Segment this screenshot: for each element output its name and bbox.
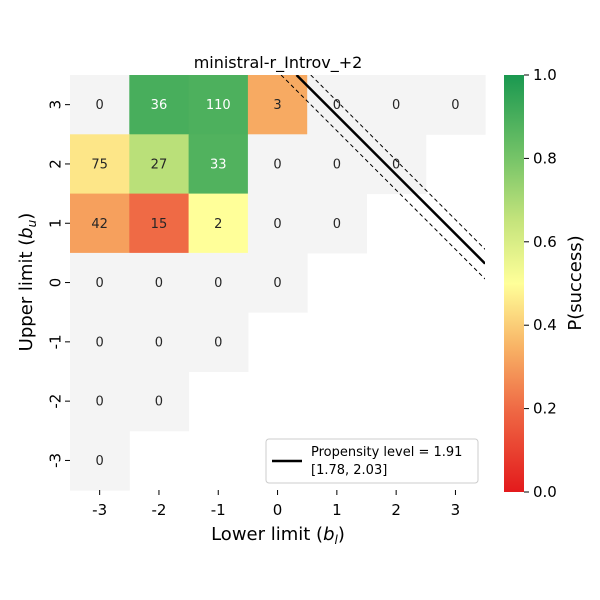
cell-count-label: 0 [273,157,281,172]
cell-count-label: 0 [333,98,341,113]
colorbar-tick-label: 0.4 [533,316,557,334]
x-tick-label: 3 [451,501,461,519]
heatmap-cell [247,193,308,254]
cell-count-label: 0 [96,454,104,469]
cell-count-label: 27 [151,157,168,172]
cell-count-label: 2 [214,217,222,232]
heatmap-cell [129,193,190,254]
x-tick-labels: -3 -2 -1 0 1 2 3 [92,490,460,519]
cell-count-label: 42 [91,217,108,232]
legend-box [265,438,479,484]
cell-count-label: 110 [206,98,231,113]
heatmap-cell [247,75,308,135]
cell-count-label: 0 [155,395,163,410]
y-tick-label: -1 [47,334,65,349]
heatmap-cell [425,75,486,135]
legend: Propensity level = 1.91 [1.78, 2.03] [265,438,479,484]
propensity-line [295,75,485,265]
heatmap-cell [129,252,190,313]
cell-count-label: 0 [392,157,400,172]
cell-count-label: 0 [333,217,341,232]
heatmap-cell [70,252,130,313]
heatmap-cell [307,193,367,254]
y-tick-label: -2 [47,394,65,409]
cell-count-label: 36 [151,98,168,113]
heatmap-cell [129,312,190,372]
x-tick-label: 0 [273,501,283,519]
heatmap-cell [70,193,130,254]
heatmap-cell [188,312,249,372]
heatmap-cell [70,75,130,135]
y-tick-labels: 3 2 1 0 -1 -2 -3 [47,100,70,468]
heatmap-cell [129,75,190,135]
y-tick-label: 2 [47,159,65,169]
y-axis-label: Upper limit (bu) [16,213,39,352]
cell-count-label: 0 [333,157,341,172]
y-tick-label: 3 [47,100,65,110]
heatmap-cell [70,430,130,491]
heatmap-cell [307,75,367,135]
cell-count-label: 0 [214,276,222,291]
cell-count-label: 0 [155,276,163,291]
cell-count-label: 15 [151,217,168,232]
x-tick-label: -2 [151,501,166,519]
x-tick-label: 2 [391,501,401,519]
cell-count-label: 0 [155,335,163,350]
heatmap-cell [188,193,249,254]
x-axis-label: Lower limit (bl) [211,524,345,547]
heatmap-cell [366,75,427,135]
cell-count-label: 0 [273,276,281,291]
legend-label: Propensity level = 1.91 [311,445,462,460]
y-tick-label: 1 [47,218,65,228]
x-tick-label: -1 [211,501,226,519]
heatmap-cell [188,134,249,195]
cell-count-label: 0 [392,98,400,113]
heatmap-cell [70,371,130,432]
cell-count-label: 0 [273,217,281,232]
propensity-ci-upper-line [310,75,485,250]
colorbar-ticks: 0.0 0.2 0.4 0.6 0.8 1.0 [524,66,557,501]
heatmap-cell [129,371,190,432]
x-tick-label: 1 [332,501,342,519]
colorbar [504,75,524,492]
heatmap-cell [366,134,427,195]
heatmap-cell [70,312,130,372]
cell-count-label: 0 [96,335,104,350]
heatmap-cell [247,134,308,195]
cell-count-label: 75 [91,157,108,172]
cell-count-label: 0 [96,98,104,113]
cell-count-label: 0 [451,98,459,113]
cell-count-label: 33 [210,157,227,172]
chart-title: ministral-r_Introv_+2 [194,53,363,73]
cell-count-label: 0 [96,395,104,410]
heatmap-cell [129,134,190,195]
colorbar-tick-label: 0.6 [533,233,557,251]
x-tick-label: -3 [92,501,107,519]
y-tick-label: 0 [47,278,65,288]
heatmap-cell [188,75,249,135]
colorbar-tick-label: 0.0 [533,483,557,501]
colorbar-label: P(success) [565,235,586,330]
heatmap-cell [188,252,249,313]
propensity-lines [280,75,485,280]
legend-ci-label: [1.78, 2.03] [311,463,387,478]
heatmap-cell [307,134,367,195]
cell-count-label: 0 [214,335,222,350]
y-tick-label: -3 [47,453,65,468]
heatmap-cell [70,134,130,195]
colorbar-tick-label: 0.8 [533,149,557,167]
cell-count-label: 3 [273,98,281,113]
heatmap-cell [247,252,308,313]
cell-count-label: 0 [96,276,104,291]
heatmap-cells: 0 36 110 3 0 0 0 75 27 33 0 0 0 42 15 2 0 0 0 0 0 0 0 0 0 0 0 0 [70,75,486,491]
colorbar-tick-label: 1.0 [533,66,557,84]
colorbar-tick-label: 0.2 [533,400,557,418]
propensity-ci-lower-line [280,75,485,280]
